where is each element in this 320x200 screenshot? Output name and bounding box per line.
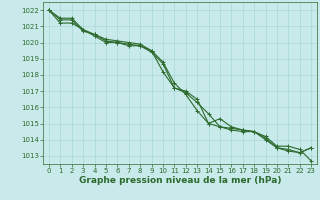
X-axis label: Graphe pression niveau de la mer (hPa): Graphe pression niveau de la mer (hPa) — [79, 176, 281, 185]
